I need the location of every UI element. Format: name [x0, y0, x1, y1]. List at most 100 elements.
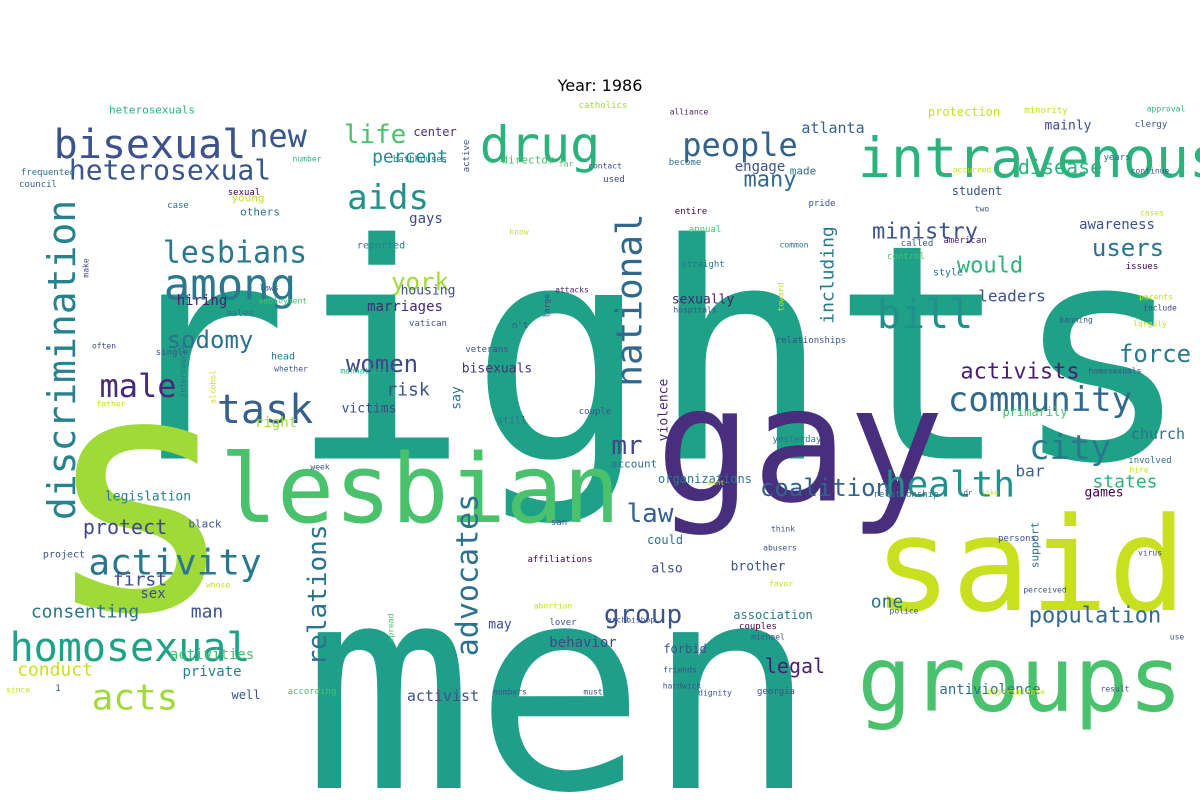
word-relations-32: relations — [303, 525, 333, 666]
word-continue-121: continue — [1131, 167, 1170, 176]
word-minority-107: minority — [1024, 106, 1068, 116]
word-rights-0: rights — [108, 181, 1192, 530]
word-games-78: games — [1084, 486, 1123, 501]
word-atlanta-59: atlanta — [801, 119, 864, 137]
word-clergy-123: clergy — [1135, 120, 1168, 130]
word-used-112: used — [603, 175, 625, 185]
word-according-189: according — [288, 687, 337, 697]
word-week-161: week — [310, 463, 329, 472]
word-father-149: father — [97, 400, 126, 409]
word-head-144: head — [271, 352, 295, 363]
word-reported-111: reported — [357, 241, 405, 252]
word-toward-156: toward — [777, 282, 786, 311]
word-often-142: often — [92, 342, 116, 351]
word-know-119: know — [509, 228, 528, 237]
word-lesbian-3: lesbian — [220, 435, 620, 545]
word-contact-113: contact — [588, 162, 622, 171]
word-users-35: users — [1092, 234, 1164, 262]
word-risk-53: risk — [386, 380, 430, 401]
word-activist-68: activist — [407, 687, 479, 705]
word-health-14: health — [885, 465, 1015, 506]
word-active-197: active — [462, 140, 472, 173]
word-hire-167: hire — [1129, 466, 1148, 475]
word-friends-185: friends — [663, 666, 697, 675]
word-lesbians-23: lesbians — [163, 236, 308, 271]
word-project-168: project — [43, 550, 85, 561]
word-1-188: 1 — [55, 684, 60, 694]
word-sexual-109: sexual — [228, 188, 261, 198]
word-s-4: s — [41, 303, 240, 687]
word-perceived-177: perceived — [1023, 586, 1067, 595]
word-occurred-122: occurred — [953, 166, 992, 175]
word-force-34: force — [1119, 340, 1191, 368]
word-archbishop-180: archbishop — [607, 616, 655, 625]
word-hospitals-155: hospitals — [673, 306, 717, 315]
word-sex-65: sex — [140, 586, 165, 602]
word-large-153: large — [543, 294, 552, 318]
word-far-114: far — [559, 160, 574, 169]
word-intravenous-7: intravenous — [858, 126, 1200, 190]
word-dr-164: dr — [964, 489, 972, 497]
word-heterosexual-15: heterosexual — [69, 154, 271, 187]
word-parents-132: parents — [1139, 293, 1173, 302]
word-bisexual-10: bisexual — [54, 122, 247, 168]
word-violence-90: violence — [657, 379, 672, 442]
word-percent-45: percent — [372, 147, 448, 168]
word-engage-61: engage — [735, 159, 786, 175]
word-also-87: also — [651, 562, 682, 577]
word-man-52: man — [191, 602, 224, 623]
word-gay-2: gay — [656, 352, 945, 539]
word-gays-63: gays — [409, 211, 443, 227]
word-drug-9: drug — [480, 116, 600, 174]
word-nt-152: n't — [512, 321, 528, 331]
word-number-104: number — [293, 155, 322, 164]
word-discrimination-8: discrimination — [40, 200, 84, 520]
word-behavior-75: behavior — [549, 635, 616, 651]
word-single-143: single — [156, 348, 189, 358]
word-awareness-60: awareness — [1079, 217, 1155, 233]
word-relationship-163: relationship — [873, 490, 938, 500]
word-banning-135: banning — [1059, 316, 1093, 325]
word-states-55: states — [1092, 472, 1157, 493]
word-center-77: center — [413, 125, 456, 139]
word-annual-117: annual — [689, 225, 722, 235]
word-private-64: private — [182, 664, 241, 680]
word-males-140: males — [226, 309, 253, 319]
word-virus-175: virus — [1138, 549, 1162, 558]
word-coalition-33: coalition — [760, 474, 890, 502]
word-employment-138: employment — [259, 297, 307, 306]
word-housing-76: housing — [401, 284, 456, 299]
word-homosexual-11: homosexual — [10, 625, 251, 671]
word-include-133: include — [1143, 304, 1177, 313]
word-including-47: including — [818, 226, 839, 324]
word-catholics-105: catholics — [579, 101, 628, 111]
word-mainly-71: mainly — [1045, 119, 1092, 134]
word-could-88: could — [647, 533, 683, 547]
word-numbers-190: numbers — [493, 688, 527, 697]
word-couple-159: couple — [579, 407, 612, 417]
word-hardwick-192: hardwick — [663, 682, 702, 691]
word-many-40: many — [744, 168, 797, 193]
word-advocates-25: advocates — [451, 494, 486, 657]
word-city-26: city — [1029, 428, 1111, 468]
word-right-69: right — [255, 415, 297, 431]
word-others-92: others — [240, 206, 280, 219]
word-police-178: police — [890, 607, 919, 616]
word-abusers-173: abusers — [763, 544, 797, 553]
word-population-36: population — [1029, 604, 1161, 629]
word-group-30: group — [604, 600, 682, 630]
word-account-95: account — [611, 458, 657, 471]
word-leaders-56: leaders — [978, 287, 1045, 306]
word-alliance-106: alliance — [670, 108, 709, 117]
word-lover-182: lover — [549, 618, 577, 628]
word-approval-108: approval — [1147, 105, 1186, 114]
word-couples-183: couples — [739, 622, 777, 632]
word-must-191: must — [583, 688, 602, 697]
word-primarily-83: primarily — [1002, 405, 1067, 419]
word-mr-42: mr — [611, 431, 642, 461]
word-entire-116: entire — [675, 207, 708, 217]
word-affiliations-171: affiliations — [527, 555, 592, 565]
word-manhattan-146: manhattan — [340, 367, 384, 376]
word-relationships-157: relationships — [776, 336, 846, 346]
word-since-187: since — [6, 686, 30, 695]
